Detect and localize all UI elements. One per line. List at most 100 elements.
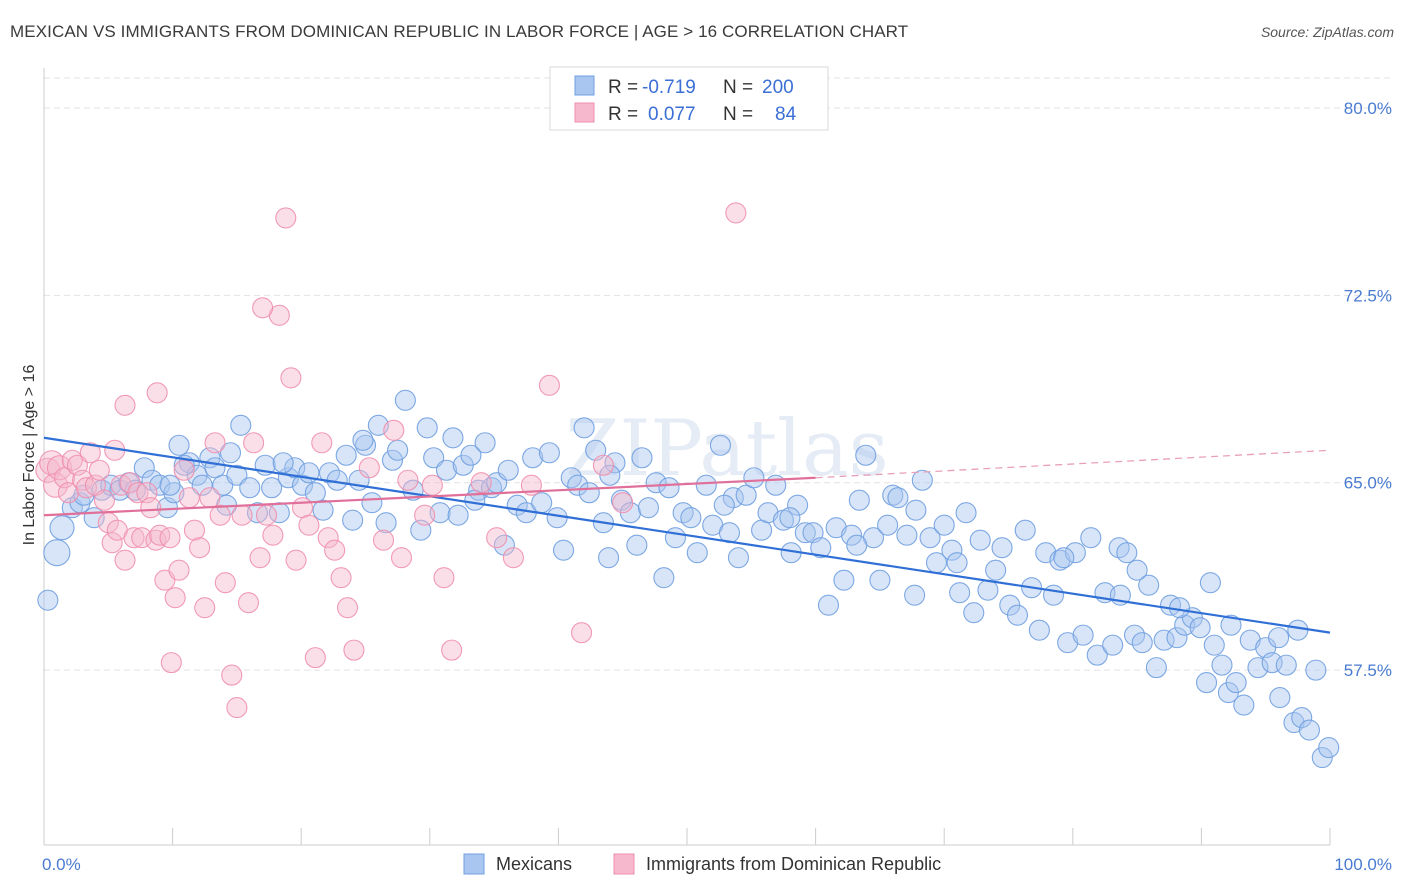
data-point bbox=[390, 547, 413, 569]
data-point bbox=[280, 367, 302, 389]
data-point bbox=[194, 597, 216, 619]
data-point bbox=[538, 374, 560, 396]
data-point bbox=[1189, 617, 1211, 639]
bottom-legend-label-dominican: Immigrants from Dominican Republic bbox=[646, 854, 941, 874]
data-point bbox=[1199, 572, 1221, 594]
data-point bbox=[133, 457, 155, 479]
legend: R = -0.719 N = 200 R = 0.077 N = 84 bbox=[549, 66, 829, 131]
data-point bbox=[709, 434, 731, 456]
data-point bbox=[442, 427, 464, 449]
data-point bbox=[486, 527, 508, 549]
data-point bbox=[352, 429, 374, 451]
data-point bbox=[39, 450, 65, 476]
data-point bbox=[160, 652, 182, 674]
y-tick-label: 65.0% bbox=[1344, 474, 1392, 493]
data-point bbox=[114, 549, 136, 571]
data-point bbox=[159, 527, 181, 549]
data-point bbox=[1153, 629, 1175, 651]
data-point bbox=[949, 582, 971, 604]
data-point bbox=[877, 514, 899, 536]
data-point bbox=[846, 534, 868, 556]
gridlines bbox=[44, 77, 1392, 671]
data-point bbox=[1072, 624, 1094, 646]
data-point bbox=[570, 622, 593, 644]
data-point bbox=[1275, 654, 1297, 676]
data-point bbox=[312, 499, 334, 521]
data-point bbox=[204, 432, 226, 454]
data-point bbox=[1145, 657, 1167, 679]
legend-r-value-2: 0.077 bbox=[648, 104, 696, 125]
data-point bbox=[291, 474, 314, 496]
data-point bbox=[304, 647, 326, 669]
data-point bbox=[1318, 737, 1340, 759]
data-point bbox=[324, 539, 346, 561]
data-point bbox=[189, 537, 211, 559]
data-point bbox=[199, 487, 221, 509]
data-point bbox=[1247, 657, 1269, 679]
data-point bbox=[209, 504, 231, 526]
y-tick-label: 80.0% bbox=[1344, 99, 1392, 118]
data-point bbox=[725, 202, 747, 224]
data-point bbox=[598, 547, 620, 569]
data-point bbox=[394, 389, 416, 411]
data-point bbox=[695, 474, 717, 496]
data-point bbox=[794, 522, 816, 544]
data-point bbox=[343, 639, 365, 661]
data-point bbox=[173, 459, 195, 481]
data-point bbox=[727, 547, 749, 569]
data-point bbox=[887, 487, 909, 509]
data-point bbox=[336, 597, 359, 619]
data-point bbox=[460, 444, 482, 466]
data-point bbox=[1080, 527, 1102, 549]
data-point bbox=[237, 592, 260, 614]
data-point bbox=[599, 464, 621, 486]
data-point bbox=[246, 502, 269, 524]
data-point bbox=[226, 464, 248, 486]
data-point bbox=[387, 439, 409, 461]
data-point bbox=[429, 502, 451, 524]
data-point bbox=[1123, 624, 1146, 646]
data-point bbox=[538, 442, 560, 464]
data-point bbox=[493, 534, 515, 556]
data-point bbox=[848, 489, 870, 511]
data-point bbox=[1298, 719, 1320, 741]
data-point bbox=[941, 539, 963, 561]
data-point bbox=[531, 492, 553, 514]
data-point bbox=[735, 484, 757, 506]
trend-line-mexicans bbox=[43, 436, 1331, 634]
data-point bbox=[546, 507, 568, 529]
data-point bbox=[416, 417, 438, 439]
bottom-legend-label-mexicans: Mexicans bbox=[496, 854, 572, 874]
data-point bbox=[149, 524, 171, 546]
data-point bbox=[722, 487, 744, 509]
data-point bbox=[262, 524, 284, 546]
data-point bbox=[1102, 634, 1124, 656]
data-point bbox=[626, 534, 648, 556]
data-point bbox=[317, 527, 339, 549]
data-point bbox=[221, 664, 243, 686]
data-point bbox=[168, 559, 190, 581]
data-point bbox=[46, 455, 72, 481]
y-tick-label: 57.5% bbox=[1344, 661, 1392, 680]
legend-swatch-dominican bbox=[574, 102, 595, 123]
legend-n-label-2: N = bbox=[723, 104, 753, 125]
legend-n-value-1: 200 bbox=[762, 77, 794, 98]
data-point bbox=[841, 524, 863, 546]
y-tick-label: 72.5% bbox=[1344, 286, 1392, 305]
data-point bbox=[1086, 644, 1108, 666]
data-point bbox=[1305, 659, 1327, 681]
data-point bbox=[311, 432, 333, 454]
data-point bbox=[955, 502, 977, 524]
data-point bbox=[502, 547, 524, 569]
data-point bbox=[612, 492, 634, 514]
data-point bbox=[375, 512, 397, 534]
data-point bbox=[383, 419, 405, 441]
data-point bbox=[855, 444, 877, 466]
data-point bbox=[37, 589, 59, 611]
data-point bbox=[335, 444, 357, 466]
data-point bbox=[219, 442, 242, 464]
data-point bbox=[361, 492, 383, 514]
data-point bbox=[1239, 629, 1261, 651]
data-point bbox=[1195, 672, 1218, 694]
